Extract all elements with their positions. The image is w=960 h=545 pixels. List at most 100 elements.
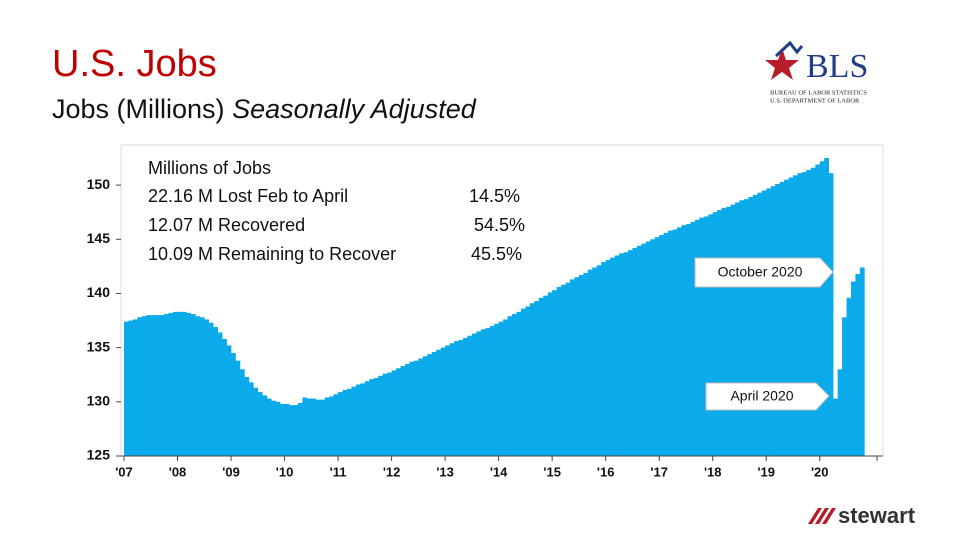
bar xyxy=(583,272,589,456)
x-tick-label: '17 xyxy=(650,464,668,479)
bar xyxy=(289,405,294,456)
bar xyxy=(329,396,334,456)
bar xyxy=(685,224,691,456)
bar xyxy=(489,325,495,456)
bar xyxy=(663,232,669,456)
bar xyxy=(498,321,504,456)
bar xyxy=(565,282,571,456)
bar xyxy=(846,297,852,456)
y-tick-label: 125 xyxy=(87,447,111,463)
stats-pct: 14.5% xyxy=(469,186,520,206)
bar xyxy=(748,197,754,457)
stats-label: 22.16 M Lost Feb to April xyxy=(148,186,348,206)
stats-pct: 45.5% xyxy=(471,244,522,264)
bar xyxy=(431,351,437,456)
bar xyxy=(413,360,419,456)
callout: October 2020 xyxy=(694,257,834,288)
bar xyxy=(146,315,152,456)
subtitle-note: Seasonally Adjusted xyxy=(232,94,477,124)
bar xyxy=(743,199,749,456)
y-tick-label: 140 xyxy=(87,284,111,300)
bar xyxy=(538,297,544,456)
logo-name: BLS xyxy=(806,48,868,85)
bar xyxy=(436,349,441,456)
bar xyxy=(248,382,254,456)
bar xyxy=(128,320,134,456)
bar xyxy=(512,314,517,456)
logo-stripe xyxy=(822,508,836,524)
bar xyxy=(364,381,370,456)
bar xyxy=(730,204,736,456)
bar xyxy=(132,319,138,456)
bar xyxy=(815,164,821,456)
bar xyxy=(306,398,312,456)
bar xyxy=(614,255,620,456)
bar xyxy=(801,172,807,457)
x-tick-label: '20 xyxy=(811,464,829,479)
bar xyxy=(280,403,285,456)
callout: April 2020 xyxy=(705,382,830,411)
bar xyxy=(601,262,606,456)
bar xyxy=(761,190,767,456)
x-tick-label: '12 xyxy=(383,464,401,479)
bar xyxy=(396,368,401,456)
stats-box: Millions of Jobs 22.16 M Lost Feb to Apr… xyxy=(148,158,525,264)
bar xyxy=(627,250,633,456)
bar xyxy=(427,354,433,456)
x-tick-label: '07 xyxy=(115,464,133,479)
bar xyxy=(850,281,856,456)
bar xyxy=(556,286,562,456)
logo-line xyxy=(774,40,804,58)
x-tick-label: '11 xyxy=(330,464,347,479)
bar xyxy=(677,227,682,456)
bar xyxy=(239,369,245,456)
bar xyxy=(681,225,687,456)
bar xyxy=(235,360,241,456)
bar xyxy=(284,403,290,456)
bar xyxy=(810,167,816,456)
bar xyxy=(690,221,696,456)
bar xyxy=(231,353,236,456)
bar xyxy=(137,317,143,456)
bar xyxy=(708,214,714,456)
logo-line1: BUREAU OF LABOR STATISTICS xyxy=(770,89,867,96)
bar xyxy=(712,212,718,456)
bar xyxy=(793,175,798,456)
bar xyxy=(458,340,464,456)
bar xyxy=(480,329,486,456)
bar xyxy=(471,333,477,456)
bar xyxy=(779,181,785,456)
bar xyxy=(315,399,321,456)
bar xyxy=(199,317,205,456)
bar xyxy=(369,379,375,456)
x-tick-label: '19 xyxy=(757,464,775,479)
bar xyxy=(181,311,187,456)
bar xyxy=(828,173,834,457)
bar xyxy=(833,398,838,456)
logo-stripe xyxy=(808,508,822,524)
callout-text: October 2020 xyxy=(718,264,803,280)
bar xyxy=(757,192,763,456)
bar xyxy=(619,253,624,456)
stats-heading: Millions of Jobs xyxy=(148,158,271,178)
bls-logo: BLS BUREAU OF LABOR STATISTICS U.S. DEPA… xyxy=(765,40,868,104)
bar xyxy=(717,210,722,456)
bar xyxy=(164,314,169,456)
bar xyxy=(520,308,526,456)
bar xyxy=(654,237,660,456)
plot: 125 130 135 140 145 150 '07 '08 '09 '10 '11 '12 '13 '… xyxy=(87,158,883,479)
bar xyxy=(141,316,147,456)
logo-stripe xyxy=(815,508,829,524)
bar xyxy=(485,328,491,456)
bar xyxy=(570,279,575,456)
bar xyxy=(503,319,508,456)
x-tick-label: '10 xyxy=(276,464,294,479)
bar xyxy=(418,358,424,456)
bar xyxy=(222,338,227,456)
bar xyxy=(694,219,700,456)
bar xyxy=(668,230,673,456)
stats-label: 10.09 M Remaining to Recover xyxy=(148,244,396,264)
bar xyxy=(547,292,553,456)
bar xyxy=(721,207,727,456)
bar xyxy=(262,395,268,456)
